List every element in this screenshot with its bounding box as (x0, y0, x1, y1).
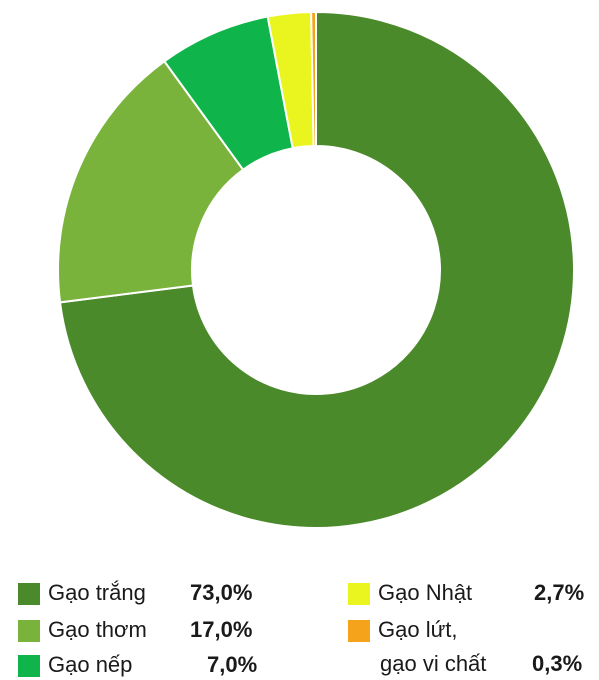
slice-gao-thom (57, 59, 245, 304)
legend-value-gao-nep: 7,0% (207, 652, 258, 677)
legend-item-gao-nhat: Gạo Nhật 2,7% (348, 578, 596, 608)
legend-item-gao-nep: Gạo nếp 7,0% (18, 650, 278, 680)
legend-value-gao-nhat: 2,7% (534, 580, 585, 605)
legend-value-gao-thom: 17,0% (190, 617, 253, 642)
legend-label-gao-trang: Gạo trắng (48, 580, 146, 605)
legend-swatch-gao-nep (18, 655, 40, 677)
slice-gao-trang (58, 10, 575, 529)
legend-swatch-gao-lut (348, 620, 370, 642)
legend-item-gao-trang: Gạo trắng 73,0% (18, 578, 278, 608)
legend-label-gao-thom: Gạo thơm (48, 617, 147, 642)
slice-gao-lut (310, 10, 317, 148)
legend-label-gao-lut: Gạo lứt, (378, 617, 458, 642)
legend-item-gao-thom: Gạo thơm 17,0% (18, 615, 278, 645)
legend-swatch-gao-nhat (348, 583, 370, 605)
legend-value-gao-trang: 73,0% (190, 580, 253, 605)
legend-value-gao-lut: 0,3% (532, 651, 583, 676)
legend-swatch-gao-thom (18, 620, 40, 642)
legend-label-gao-nep: Gạo nếp (48, 652, 133, 677)
legend-label-gao-nhat: Gạo Nhật (378, 580, 473, 605)
legend-swatch-gao-trang (18, 583, 40, 605)
donut-chart (57, 10, 575, 529)
legend-item-gao-lut: Gạo lứt, gạo vi chất 0,3% (348, 615, 596, 677)
legend-label-gao-vi-chat: gạo vi chất (380, 651, 487, 676)
